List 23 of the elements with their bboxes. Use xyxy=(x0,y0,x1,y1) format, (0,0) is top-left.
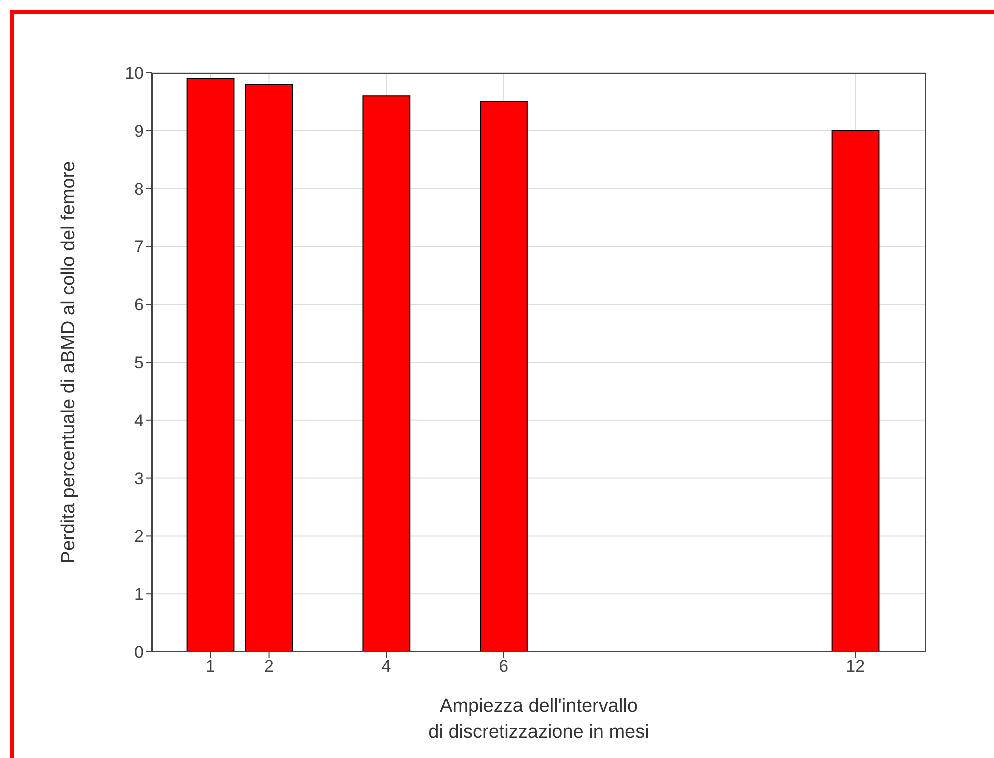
y-tick-label: 4 xyxy=(134,411,144,430)
bar xyxy=(245,84,294,652)
y-tick-label: 10 xyxy=(125,64,144,84)
bar xyxy=(362,96,411,652)
y-tick-label: 9 xyxy=(134,122,144,141)
y-tick-label: 3 xyxy=(134,469,144,488)
y-axis-title: Perdita percentuale di aBMD al collo del femore xyxy=(58,161,80,564)
x-tick-label: 2 xyxy=(264,657,274,676)
bar xyxy=(832,130,880,652)
x-tick-label: 4 xyxy=(382,657,392,676)
y-tick-label: 7 xyxy=(134,238,144,257)
x-tick-label: 1 xyxy=(206,657,216,676)
bar xyxy=(186,78,235,652)
bar xyxy=(480,101,528,652)
x-tick-label: 12 xyxy=(846,657,866,676)
x-tick-label: 6 xyxy=(499,657,509,676)
y-tick-label: 0 xyxy=(134,643,144,662)
y-tick-label: 6 xyxy=(134,296,144,315)
y-tick-label: 2 xyxy=(134,527,144,546)
y-tick-label: 8 xyxy=(134,180,144,199)
y-tick-label: 5 xyxy=(134,354,144,373)
y-tick-label: 1 xyxy=(134,585,144,604)
x-axis-title: Ampiezza dell'intervallo di discretizzazione in mesi xyxy=(428,696,650,743)
